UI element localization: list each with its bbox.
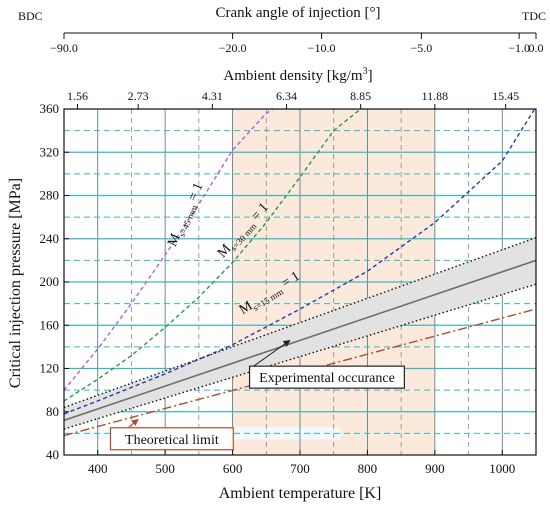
crank-axis-tdc-label: TDC — [522, 9, 546, 23]
y-axis-ticks: 40 80 120 160 200 240 280 320 360 — [40, 101, 69, 462]
density-axis-ticks: 1.56 2.73 4.31 6.34 8.85 11.88 15.45 — [67, 89, 519, 109]
top-axes: Crank angle of injection [°] BDC TDC −90… — [18, 5, 546, 109]
density-tick-label: 6.34 — [276, 89, 297, 103]
annotations: Experimental occurance Theoretical limit — [109, 339, 405, 451]
y-tick-label: 80 — [46, 404, 59, 419]
crank-axis-ticks: −90.0 −20.0 −10.0 −5.0 −1.00.0 — [50, 33, 544, 55]
annotation-box — [109, 427, 234, 451]
crank-tick-label: 0.0 — [529, 41, 544, 55]
density-tick-label: 2.73 — [128, 89, 149, 103]
annotation: Experimental occurance — [248, 339, 405, 389]
y-tick-label: 200 — [40, 274, 60, 289]
crank-axis-title: Crank angle of injection [°] — [215, 5, 380, 21]
x-tick-label: 900 — [425, 461, 445, 476]
x-tick-label: 400 — [88, 461, 108, 476]
y-tick-label: 40 — [46, 447, 59, 462]
crank-tick-label: −10.0 — [308, 41, 336, 55]
x-axis-title: Ambient temperature [K] — [219, 485, 382, 502]
y-axis-title: Critical injection pressure [MPa] — [7, 178, 24, 388]
x-tick-label: 1000 — [489, 461, 515, 476]
x-tick-label: 700 — [290, 461, 310, 476]
crank-tick-label: −5.0 — [410, 41, 432, 55]
annotation-text: Theoretical limit — [125, 433, 219, 448]
crank-tick-label: −1.0 — [508, 41, 530, 55]
x-tick-label: 600 — [223, 461, 243, 476]
x-tick-label: 500 — [155, 461, 175, 476]
density-tick-label: 11.88 — [422, 89, 449, 103]
x-tick-label: 800 — [358, 461, 378, 476]
y-tick-label: 120 — [40, 361, 60, 376]
y-tick-label: 320 — [40, 144, 60, 159]
density-axis-title: Ambient density [kg/m3] — [223, 66, 372, 84]
y-tick-label: 360 — [40, 101, 60, 116]
y-tick-label: 160 — [40, 317, 60, 332]
annotation: Theoretical limit — [109, 418, 234, 451]
density-tick-label: 1.56 — [67, 89, 88, 103]
x-axis-ticks: 400 500 600 700 800 900 1000 — [88, 450, 515, 476]
crank-tick-label: −20.0 — [219, 41, 247, 55]
series-line — [64, 259, 536, 422]
series-line — [64, 109, 536, 415]
annotation-arrow — [253, 339, 291, 367]
annotation-text: Experimental occurance — [259, 371, 395, 386]
annotation-box — [248, 365, 405, 389]
density-tick-label: 15.45 — [492, 89, 519, 103]
crank-tick-label: −90.0 — [50, 41, 78, 55]
y-tick-label: 280 — [40, 188, 60, 203]
density-tick-label: 4.31 — [202, 89, 223, 103]
crank-axis-bdc-label: BDC — [18, 9, 43, 23]
series-line — [64, 109, 275, 391]
y-tick-label: 240 — [40, 231, 60, 246]
density-tick-label: 8.85 — [350, 89, 371, 103]
